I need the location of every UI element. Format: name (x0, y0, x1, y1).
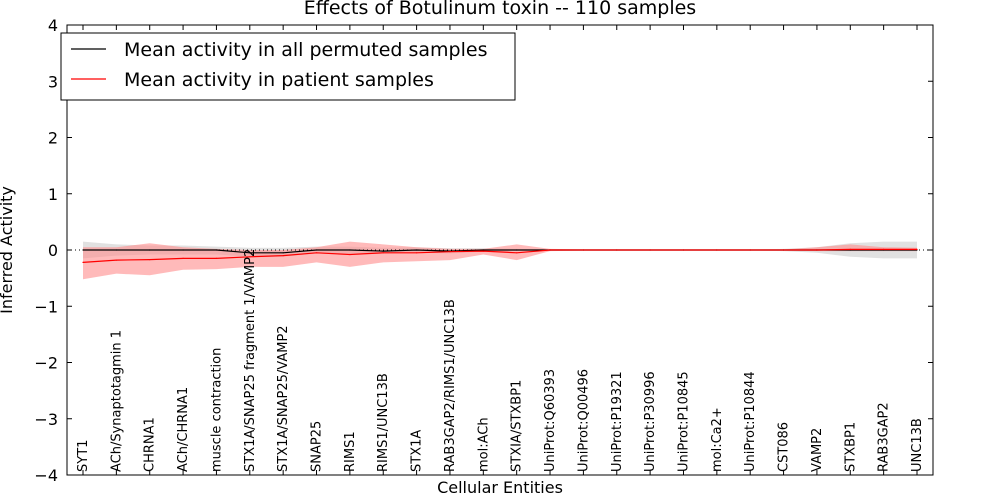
point-series-1-16 (616, 249, 618, 251)
x-category-label-0: SYT1 (76, 440, 91, 472)
point-series-1-13 (516, 252, 518, 254)
point-series-1-1 (115, 259, 117, 261)
x-category-label-23: STXBP1 (843, 422, 858, 472)
x-axis-label: Cellular Entities (437, 478, 563, 497)
point-series-0-4 (215, 249, 217, 251)
x-category-label-19: mol:Ca2+ (710, 407, 725, 472)
x-category-label-18: UniProt:P10845 (677, 371, 692, 472)
chart-title: Effects of Botulinum toxin -- 110 sample… (304, 0, 696, 19)
plot-bands (83, 241, 917, 280)
point-series-0-6 (282, 252, 284, 254)
point-series-1-0 (82, 261, 84, 263)
point-series-0-3 (182, 249, 184, 251)
x-category-label-14: UniProt:Q60393 (543, 369, 558, 472)
plot-lines (82, 248, 918, 263)
point-series-1-25 (916, 248, 918, 250)
x-category-label-17: UniProt:P30996 (643, 371, 658, 472)
point-series-1-11 (449, 251, 451, 253)
point-series-1-20 (749, 249, 751, 251)
point-series-1-7 (315, 252, 318, 254)
legend-label-patient: Mean activity in patient samples (124, 69, 434, 91)
point-series-0-0 (82, 249, 84, 251)
point-series-1-10 (416, 252, 418, 254)
point-series-1-2 (149, 259, 151, 261)
point-series-0-9 (382, 250, 384, 252)
point-series-1-22 (816, 249, 818, 251)
x-category-label-16: UniProt:P19321 (610, 371, 625, 472)
x-category-label-1: ACh/Synaptotagmin 1 (109, 330, 124, 472)
point-series-0-1 (115, 249, 117, 251)
y-tick-label-2: −2 (34, 354, 58, 373)
point-series-1-12 (482, 250, 484, 252)
point-series-1-8 (349, 253, 351, 256)
point-series-1-3 (182, 257, 184, 259)
point-series-1-4 (215, 257, 217, 259)
legend-label-permuted: Mean activity in all permuted samples (124, 39, 487, 61)
point-series-1-14 (549, 249, 551, 251)
x-category-label-22: VAMP2 (810, 428, 825, 472)
y-tick-label-6: 2 (48, 129, 58, 148)
point-series-1-6 (282, 255, 284, 257)
legend-box (60, 32, 516, 101)
x-category-label-9: RIMS1/UNC13B (376, 373, 391, 472)
x-category-label-8: RIMS1 (343, 431, 358, 472)
point-series-1-17 (649, 249, 651, 251)
y-axis: −4 −3 −2 −1 0 1 2 3 4 (34, 16, 933, 485)
point-series-1-9 (382, 252, 384, 254)
point-series-0-7 (315, 249, 318, 251)
x-category-label-21: CST086 (777, 422, 792, 472)
x-axis-categories: SYT1 ACh/Synaptotagmin 1 CHRNA1 ACh/CHRNA1 m… (76, 25, 925, 475)
y-tick-label-4: 0 (48, 241, 58, 260)
point-series-1-24 (883, 248, 885, 250)
point-series-0-12 (482, 249, 484, 251)
point-series-0-10 (416, 249, 418, 251)
x-category-label-6: STX1A/SNAP25/VAMP2 (276, 325, 291, 472)
point-series-1-18 (682, 249, 685, 251)
point-series-1-5 (249, 256, 251, 258)
x-category-label-13: STXIA/STXBP1 (510, 380, 525, 472)
x-category-label-11: RAB3GAP2/RIMS1/UNC13B (443, 299, 458, 472)
point-series-0-8 (349, 249, 351, 251)
y-tick-label-7: 3 (48, 72, 58, 91)
x-category-label-10: STX1A (410, 430, 425, 472)
x-category-label-3: ACh/CHRNA1 (176, 387, 191, 472)
point-series-1-23 (849, 248, 851, 250)
x-category-label-20: UniProt:P10844 (743, 371, 758, 472)
point-series-1-21 (783, 249, 785, 251)
x-category-label-4: muscle contraction (209, 348, 224, 472)
band-series-1 (83, 241, 917, 280)
point-series-1-19 (716, 249, 718, 251)
x-category-label-2: CHRNA1 (143, 417, 158, 472)
y-tick-label-8: 4 (48, 16, 58, 35)
x-category-label-25: UNC13B (910, 418, 925, 472)
line-series-1 (82, 248, 917, 263)
y-tick-label-5: 1 (48, 185, 58, 204)
x-category-label-5: STX1A/SNAP25 fragment 1/VAMP2 (243, 249, 258, 472)
x-category-label-7: SNAP25 (310, 421, 325, 472)
y-tick-label-1: −3 (34, 410, 58, 429)
x-category-label-12: mol:ACh (476, 417, 491, 472)
legend: Mean activity in all permuted samples Me… (60, 32, 516, 101)
point-series-0-13 (516, 249, 518, 251)
y-tick-label-0: −4 (34, 466, 58, 485)
y-axis-label: Inferred Activity (0, 186, 16, 314)
y-tick-label-3: −1 (34, 297, 58, 316)
x-category-label-24: RAB3GAP2 (877, 402, 892, 472)
point-series-1-15 (582, 249, 585, 251)
point-series-0-5 (249, 252, 251, 254)
point-series-0-2 (149, 249, 151, 251)
x-category-label-15: UniProt:Q00496 (576, 369, 591, 472)
